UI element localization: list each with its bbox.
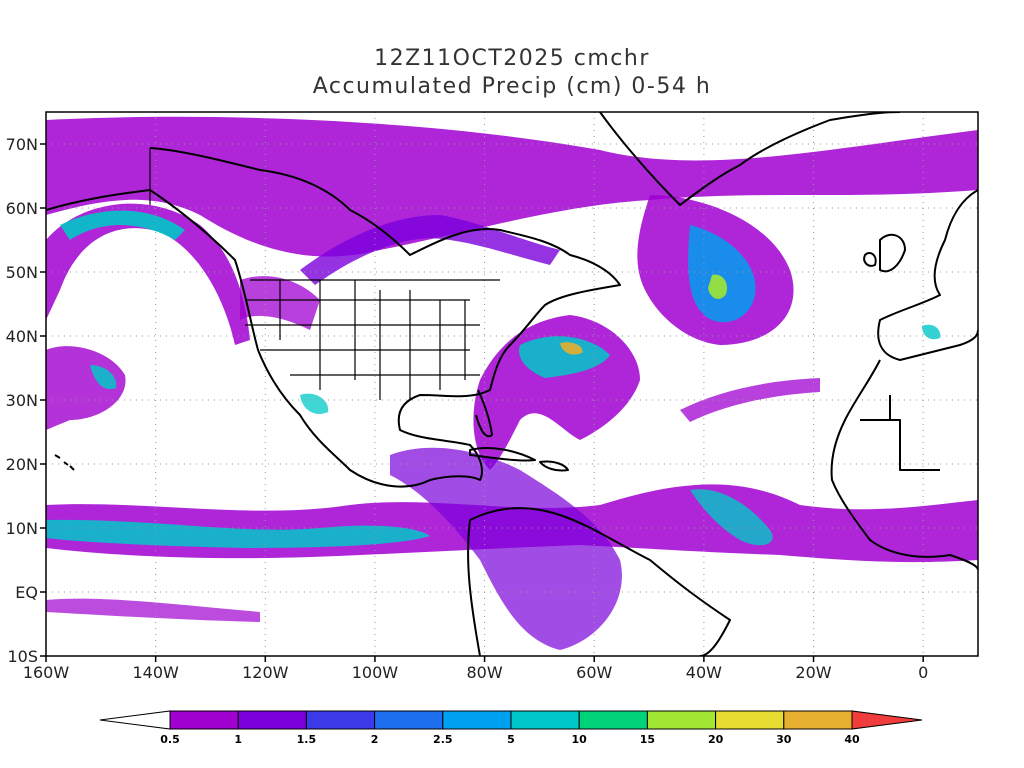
x-tick-label: 100W [352,663,399,682]
coastline-south-america [467,507,731,656]
coastline-north-america [46,147,621,488]
colorbar-box [715,710,785,730]
x-tick-label: 80W [466,663,502,682]
x-axis: 160W 140W 120W 100W 80W 60W 40W 20W 0 [23,656,928,682]
precip-arctic-band [46,116,978,257]
colorbar-label: 40 [844,733,860,746]
precip-canada-band [300,215,560,285]
colorbar-box [237,710,307,730]
x-tick-label: 40W [686,663,722,682]
precip-atlantic-cyclone-core [708,274,728,299]
y-tick-label: EQ [15,583,38,602]
colorbar-box [169,710,239,730]
coastlines [46,112,978,656]
coastline-uk-ireland [863,233,906,273]
y-axis: 70N 60N 50N 40N 30N 20N 10N EQ 10S [6,135,46,666]
coastline-europe [877,189,978,361]
precip-mexico-west [300,393,329,415]
precip-gulfstream-core [519,336,610,378]
precip-iberia [922,324,941,340]
colorbar-label: 2 [371,733,379,746]
precip-pacific-arc [46,203,250,345]
colorbar-label: 5 [507,733,515,746]
colorbar-box [646,710,717,730]
map-gridlines [46,112,978,656]
y-tick-label: 30N [6,391,38,410]
colorbar: 0.5 1 1.5 2 2.5 5 10 15 20 30 40 [99,710,923,746]
precip-south-pacific [46,598,260,622]
colorbar-label: 30 [776,733,792,746]
precip-itcz-core [46,519,430,548]
coastline-cuba [469,447,536,462]
precip-central-america [390,447,622,650]
colorbar-box [783,710,853,730]
coastline-florida [475,389,493,438]
precip-atlantic-cyclone-mid [688,225,756,323]
colorbar-label: 1 [234,733,242,746]
y-tick-label: 10N [6,519,38,538]
colorbar-box [510,710,580,730]
coastline-hispaniola [539,460,569,472]
x-tick-label: 0 [918,663,928,682]
precip-pacific-swirl [46,346,126,430]
colorbar-box [305,710,376,730]
colorbar-label: 20 [708,733,724,746]
us-state-borders [149,148,500,400]
precip-gulfstream-max [560,342,583,355]
colorbar-box [374,710,444,730]
x-tick-label: 20W [795,663,831,682]
x-tick-label: 60W [576,663,612,682]
x-tick-label: 160W [23,663,70,682]
colorbar-label: 0.5 [160,733,180,746]
colorbar-label: 10 [572,733,588,746]
precip-field [46,116,978,650]
plot-frame [45,111,979,657]
precip-atlantic-streak [680,378,820,422]
colorbar-label: 15 [640,733,655,746]
y-tick-label: 10S [7,647,38,666]
y-tick-label: 40N [6,327,38,346]
y-tick-label: 20N [6,455,38,474]
x-tick-label: 140W [132,663,179,682]
coastline-hawaii [54,454,75,471]
chart-title-line1: 12Z11OCT2025 cmchr [374,46,650,71]
precip-pacific-arc-core [60,210,185,240]
colorbar-label: 1.5 [297,733,317,746]
coastline-greenland [599,112,901,206]
colorbar-label: 2.5 [433,733,453,746]
colorbar-max-triangle [851,710,923,730]
chart-title-line2: Accumulated Precip (cm) 0-54 h [312,74,712,99]
y-tick-label: 60N [6,199,38,218]
x-tick-label: 120W [242,663,289,682]
border-western-sahara [860,395,940,471]
colorbar-min-triangle [99,710,171,730]
precip-pacific-swirl-core [90,365,117,390]
y-tick-label: 70N [6,135,38,154]
precip-itcz-east [690,489,773,546]
colorbar-box [578,710,648,730]
y-tick-label: 50N [6,263,38,282]
coastline-africa [830,359,978,571]
colorbar-box [442,710,512,730]
